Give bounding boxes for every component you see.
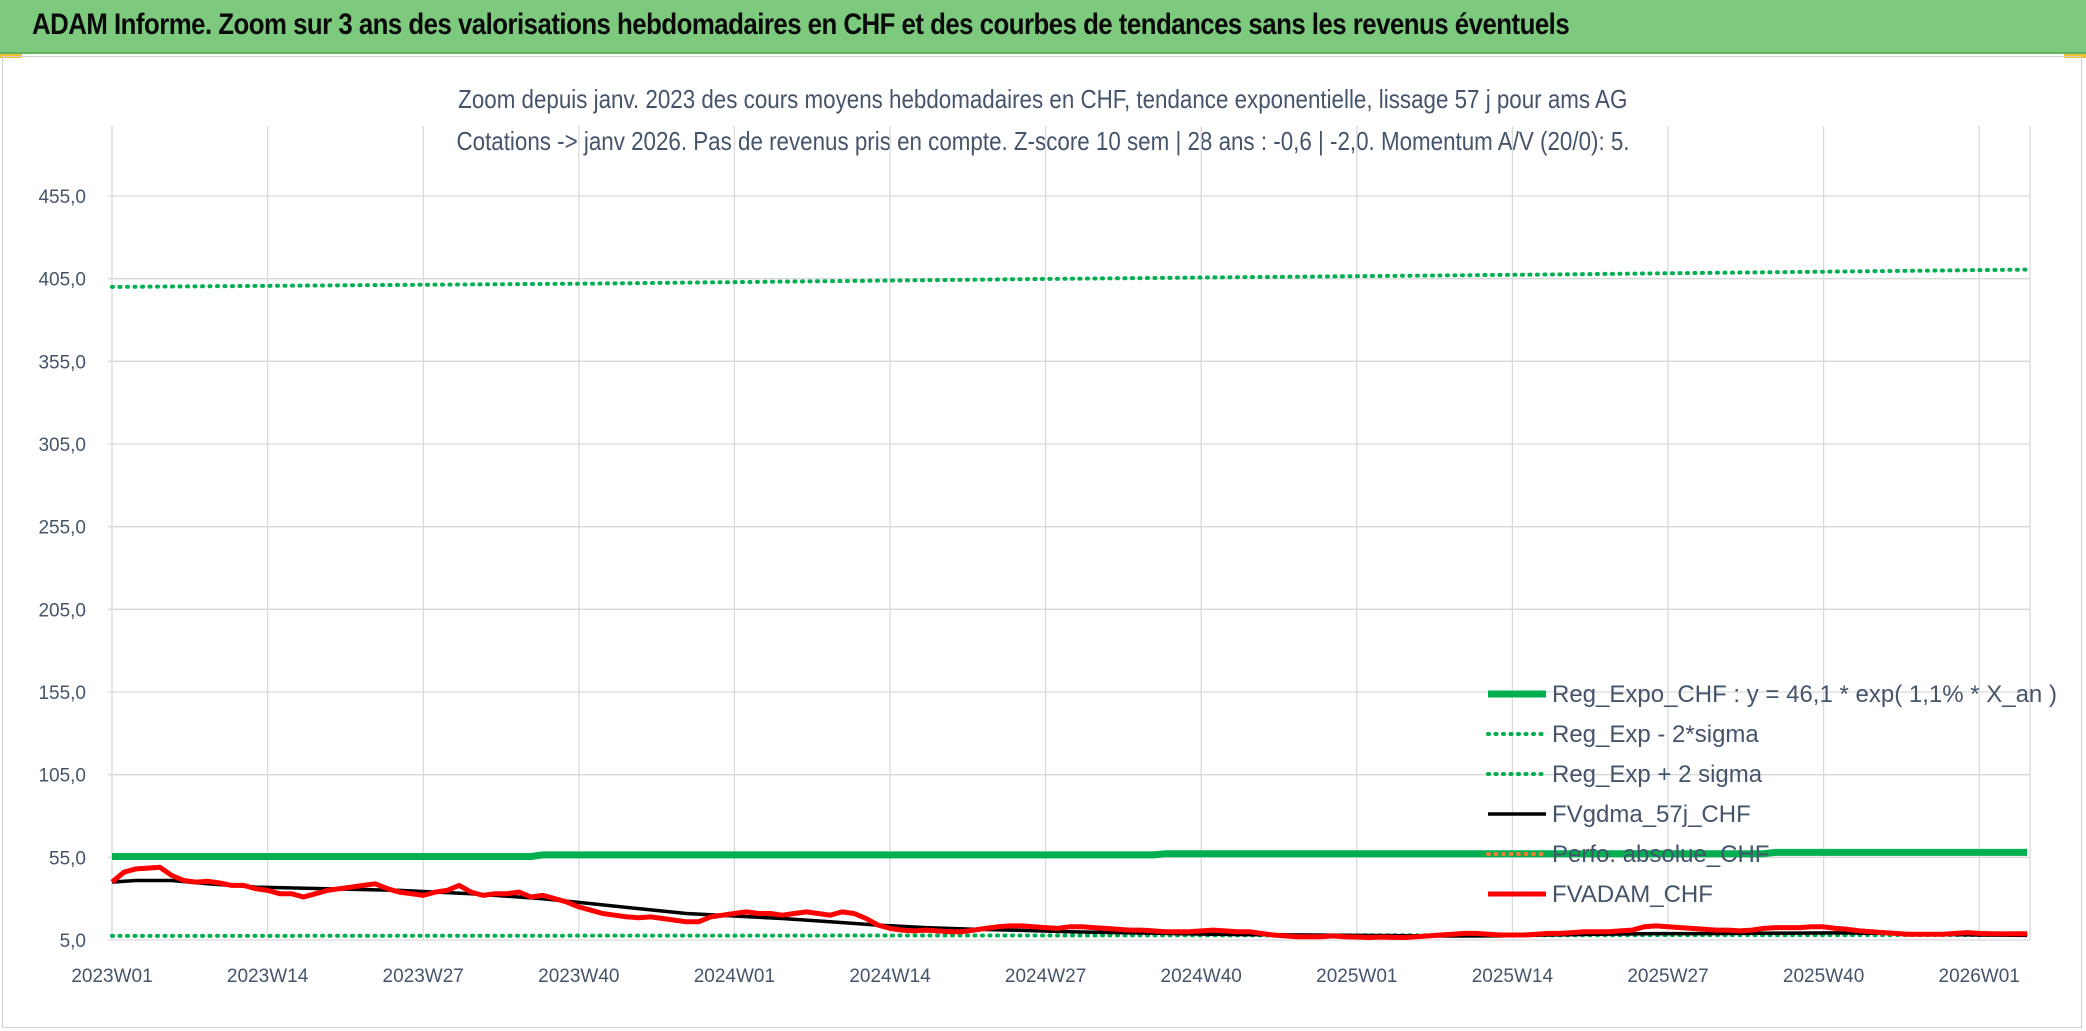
legend-label: Reg_Expo_CHF : y = 46,1 * exp( 1,1% * X_… [1552,681,2057,708]
x-tick-label: 2023W40 [538,966,619,987]
x-tick-label: 2024W01 [694,966,775,987]
y-tick-label: 405,0 [38,270,86,291]
series-line-2 [110,267,2030,289]
legend-label: Perfo. absolue_CHF [1552,841,1769,868]
x-tick-label: 2025W27 [1627,966,1708,987]
series-line-0 [112,848,2028,860]
x-tick-label: 2026W01 [1939,966,2020,987]
chart-frame [2,56,2082,1028]
legend-label: Reg_Exp + 2 sigma [1552,761,1763,788]
y-tick-label: 55,0 [49,848,86,869]
report-banner: ADAM Informe. Zoom sur 3 ans des valoris… [0,0,2086,54]
report-title: ADAM Informe. Zoom sur 3 ans des valoris… [32,8,1570,41]
legend-label: FVADAM_CHF [1552,881,1713,908]
chart-subtitle: Cotations -> janv 2026. Pas de revenus p… [456,126,1630,156]
y-tick-label: 255,0 [38,518,86,539]
x-tick-label: 2025W14 [1472,966,1554,987]
y-tick-label: 205,0 [38,600,86,621]
y-tick-label: 305,0 [38,435,86,456]
y-tick-label: 5,0 [60,931,86,952]
x-tick-label: 2023W01 [71,966,152,987]
x-tick-label: 2025W01 [1316,966,1397,987]
x-tick-label: 2023W27 [383,966,464,987]
x-tick-label: 2023W14 [227,966,309,987]
series-line-5 [110,864,2028,940]
y-tick-label: 455,0 [38,187,86,208]
x-tick-label: 2024W14 [849,966,931,987]
x-tick-label: 2024W27 [1005,966,1086,987]
x-tick-label: 2025W40 [1783,966,1864,987]
chart-title: Zoom depuis janv. 2023 des cours moyens … [458,84,1628,114]
x-tick-label: 2024W40 [1161,966,1242,987]
y-tick-label: 155,0 [38,683,86,704]
legend-label: FVgdma_57j_CHF [1552,801,1751,828]
y-tick-label: 355,0 [38,352,86,373]
legend-label: Reg_Exp - 2*sigma [1552,721,1759,748]
y-tick-label: 105,0 [38,766,86,787]
